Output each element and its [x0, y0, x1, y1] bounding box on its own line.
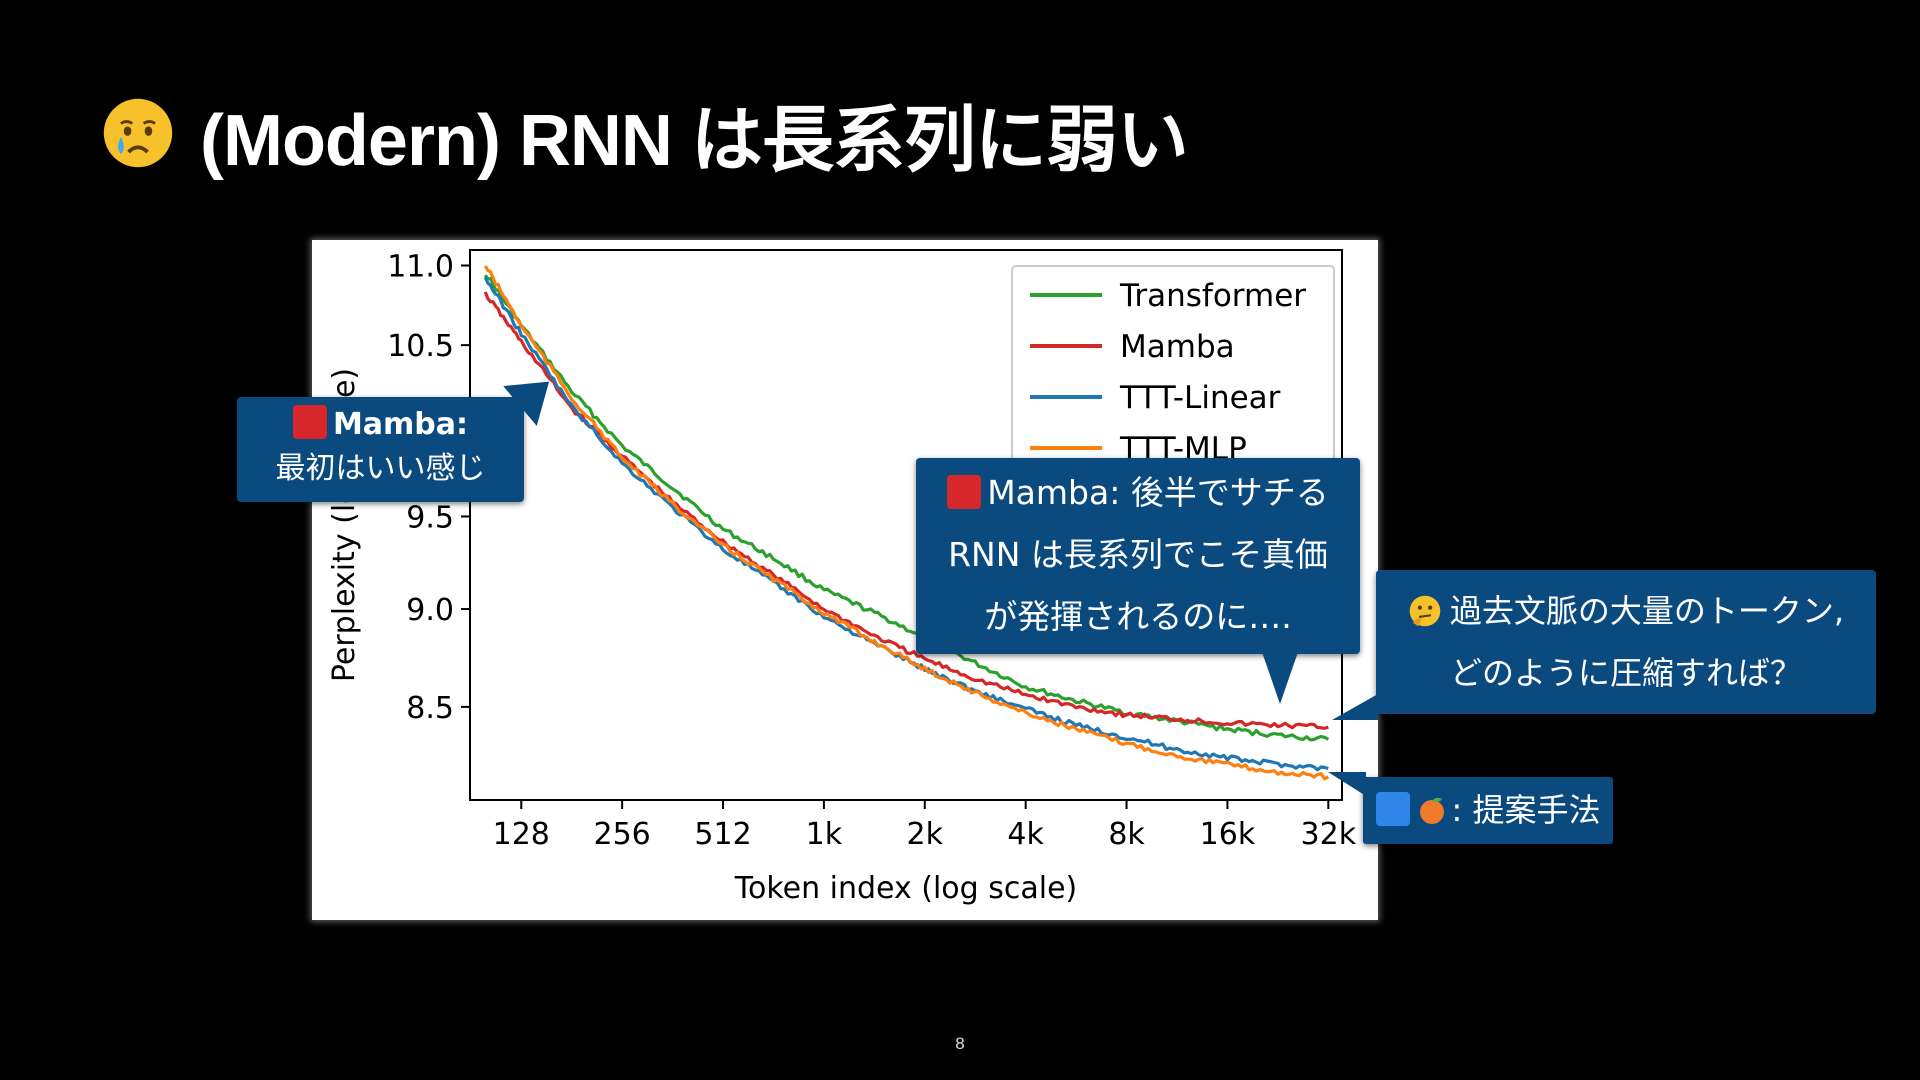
- callout-mamba-start: Mamba: 最初はいい感じ: [237, 397, 524, 502]
- callout-question: 過去文脈の大量のトークン, どのように圧縮すれば？: [1376, 570, 1876, 714]
- callout-mamba-late-line2: RNN は長系列でこそ真価: [948, 535, 1328, 574]
- y-tick-label: 10.5: [387, 329, 454, 364]
- slide-title: (Modern) RNN は長系列に弱い: [100, 88, 1189, 181]
- callout-mamba-start-line1: Mamba:: [332, 407, 469, 442]
- red-square-icon: [947, 475, 982, 509]
- x-tick-label: 16k: [1200, 817, 1256, 852]
- x-tick-label: 8k: [1108, 817, 1145, 852]
- y-tick-label: 8.5: [406, 691, 454, 726]
- callout-proposed-label: : 提案手法: [1451, 791, 1601, 829]
- callout-mamba-late-line1: Mamba: 後半でサチる: [987, 473, 1329, 512]
- page-number: 8: [955, 1034, 965, 1053]
- series-line-mamba: [483, 291, 1329, 730]
- y-tick-label: 9.5: [406, 500, 454, 535]
- series-line-ttt-mlp: [483, 265, 1330, 781]
- x-axis-label: Token index (log scale): [734, 871, 1077, 906]
- y-tick-label: 11.0: [387, 249, 454, 284]
- callout-question-line2: どのように圧縮すれば？: [1449, 654, 1802, 692]
- x-tick-label: 256: [594, 817, 651, 852]
- thinking-face-icon: [1409, 595, 1441, 627]
- x-tick-label: 2k: [907, 817, 944, 852]
- blue-square-icon: [1375, 792, 1410, 826]
- callout-mamba-late-line3: が発揮されるのに….: [984, 597, 1292, 636]
- red-square-icon: [292, 405, 327, 439]
- callout-question-line1: 過去文脈の大量のトークン,: [1449, 592, 1845, 630]
- legend-label: Transformer: [1119, 278, 1306, 314]
- x-tick-label: 512: [694, 817, 751, 852]
- y-tick-label: 9.0: [406, 593, 454, 628]
- callout-mamba-late-tail: [1262, 652, 1298, 704]
- callout-mamba-late: Mamba: 後半でサチる RNN は長系列でこそ真価 が発揮されるのに….: [916, 458, 1360, 654]
- callout-question-tail: [1332, 694, 1378, 720]
- series-layer: [483, 265, 1330, 781]
- slide-title-text: (Modern) RNN は長系列に弱い: [200, 100, 1189, 181]
- x-tick-label: 32k: [1301, 817, 1357, 852]
- legend-label: Mamba: [1120, 329, 1235, 365]
- x-tick-label: 1k: [806, 817, 843, 852]
- x-tick-label: 4k: [1007, 817, 1044, 852]
- series-line-transformer: [483, 274, 1330, 742]
- crying-face-icon: [103, 98, 173, 168]
- x-tick-label: 128: [493, 817, 550, 852]
- callout-proposed-tail: [1328, 772, 1366, 796]
- legend-label: TTT-Linear: [1119, 380, 1281, 416]
- peach-icon: [1419, 797, 1444, 824]
- callout-proposed: : 提案手法: [1363, 777, 1613, 844]
- callout-mamba-start-line2: 最初はいい感じ: [275, 451, 486, 486]
